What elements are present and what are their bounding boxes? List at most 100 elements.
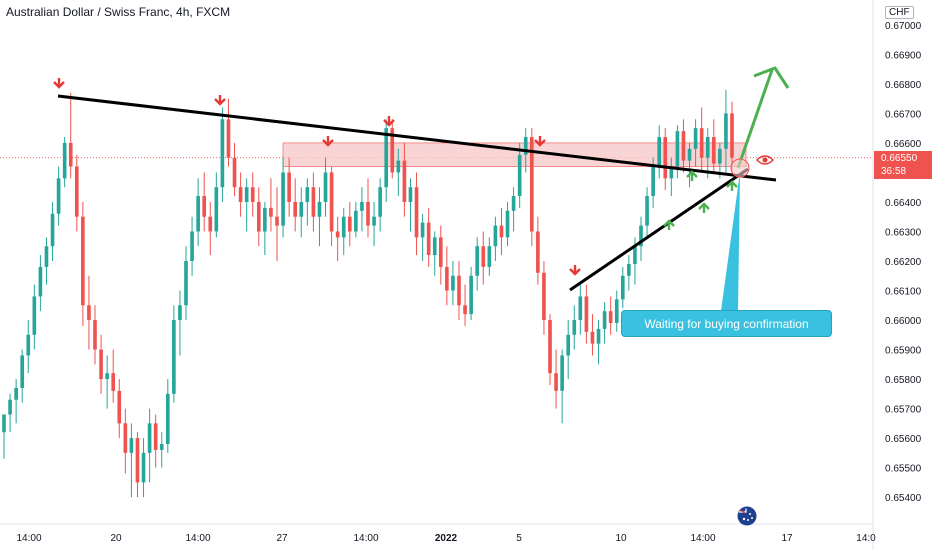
candle-body xyxy=(245,187,249,202)
candle-body xyxy=(312,187,316,217)
candle-body xyxy=(451,276,455,291)
x-tick-label: 5 xyxy=(516,533,522,544)
ascending-trendline[interactable] xyxy=(570,169,748,290)
candle-body xyxy=(663,137,667,178)
candle-body xyxy=(512,196,516,211)
up-arrow-marker[interactable] xyxy=(687,172,697,181)
candle-body xyxy=(221,119,225,187)
x-tick-label: 14:00 xyxy=(690,533,715,544)
x-tick-label: 14:00 xyxy=(353,533,378,544)
candle-body xyxy=(239,187,243,202)
down-arrow-marker[interactable] xyxy=(215,95,225,104)
y-tick-label: 0.65600 xyxy=(885,434,922,445)
candle-body xyxy=(324,172,328,202)
candle-body xyxy=(518,155,522,196)
x-tick-label: 14:0 xyxy=(856,533,876,544)
candle-body xyxy=(384,128,388,187)
candle-body xyxy=(269,208,273,217)
y-tick-label: 0.66700 xyxy=(885,109,922,120)
confluence-circle[interactable] xyxy=(731,159,749,177)
candle-body xyxy=(105,373,109,379)
x-axis: 14:00 20 14:00 27 14:00 2022 5 10 14:00 17 14:0 xyxy=(0,524,876,544)
candle-body xyxy=(251,187,255,202)
candle-body xyxy=(706,137,710,158)
breakout-arrow-head[interactable] xyxy=(754,68,788,88)
y-tick-label: 0.65800 xyxy=(885,375,922,386)
candle-body xyxy=(39,267,43,297)
candle-body xyxy=(475,246,479,276)
candle-body xyxy=(111,373,115,391)
candle-body xyxy=(591,332,595,344)
candle-body xyxy=(597,329,601,344)
candle-body xyxy=(348,217,352,232)
candle-body xyxy=(657,137,661,167)
candle-body xyxy=(69,143,73,167)
candle-body xyxy=(14,388,18,400)
y-tick-label: 0.65500 xyxy=(885,464,922,475)
x-tick-label: 20 xyxy=(110,533,122,544)
down-arrow-marker[interactable] xyxy=(570,265,580,274)
candle-body xyxy=(124,423,128,453)
y-tick-label: 0.66400 xyxy=(885,198,922,209)
candle-body xyxy=(196,196,200,231)
candle-body xyxy=(51,214,55,246)
candle-body xyxy=(184,261,188,305)
y-tick-label: 0.65700 xyxy=(885,405,922,416)
candle-body xyxy=(366,202,370,226)
candle-body xyxy=(63,143,67,178)
candle-body xyxy=(75,167,79,217)
candle-body xyxy=(293,202,297,217)
candle-body xyxy=(585,296,589,331)
annotation-callout[interactable]: Waiting for buying confirmation xyxy=(621,310,832,337)
currency-button[interactable]: CHF xyxy=(885,6,914,19)
candle-body xyxy=(342,217,346,238)
x-tick-label: 17 xyxy=(781,533,793,544)
up-arrow-marker[interactable] xyxy=(699,204,709,213)
candle-body xyxy=(190,231,194,261)
chart-title: Australian Dollar / Swiss Franc, 4h, FXC… xyxy=(6,5,230,19)
candle-body xyxy=(536,231,540,272)
x-tick-label: 14:00 xyxy=(185,533,210,544)
candle-body xyxy=(615,299,619,323)
down-arrow-marker[interactable] xyxy=(54,78,64,87)
candle-body xyxy=(427,223,431,255)
candle-body xyxy=(718,149,722,164)
candle-body xyxy=(506,211,510,238)
candle-body xyxy=(117,391,121,423)
x-tick-label: 14:00 xyxy=(16,533,41,544)
candle-body xyxy=(154,423,158,450)
x-tick-label: 27 xyxy=(276,533,288,544)
candle-body xyxy=(33,296,37,334)
candle-body xyxy=(633,246,637,264)
candle-body xyxy=(445,267,449,291)
candle-body xyxy=(409,187,413,202)
candle-body xyxy=(287,172,291,202)
candle-body xyxy=(45,246,49,267)
candle-countdown: 36:58 xyxy=(881,165,932,178)
candle-body xyxy=(548,320,552,373)
candle-body xyxy=(20,355,24,387)
candle-body xyxy=(2,414,6,432)
descending-trendline[interactable] xyxy=(58,96,776,180)
candle-body xyxy=(712,137,716,164)
candle-body xyxy=(572,320,576,335)
candle-body xyxy=(306,187,310,202)
up-arrow-marker[interactable] xyxy=(664,221,674,230)
candle-body xyxy=(421,223,425,238)
candle-body xyxy=(130,438,134,453)
candle-body xyxy=(645,196,649,226)
candle-body xyxy=(542,273,546,320)
candle-body xyxy=(57,178,61,213)
candle-body xyxy=(336,231,340,237)
y-tick-label: 0.66000 xyxy=(885,316,922,327)
candle-body xyxy=(178,305,182,320)
candle-body xyxy=(172,320,176,394)
flag-icon[interactable] xyxy=(737,506,757,526)
candle-body xyxy=(566,335,570,356)
candle-body xyxy=(208,217,212,232)
candle-body xyxy=(81,217,85,306)
eye-icon[interactable] xyxy=(756,154,774,166)
candle-body xyxy=(318,202,322,217)
